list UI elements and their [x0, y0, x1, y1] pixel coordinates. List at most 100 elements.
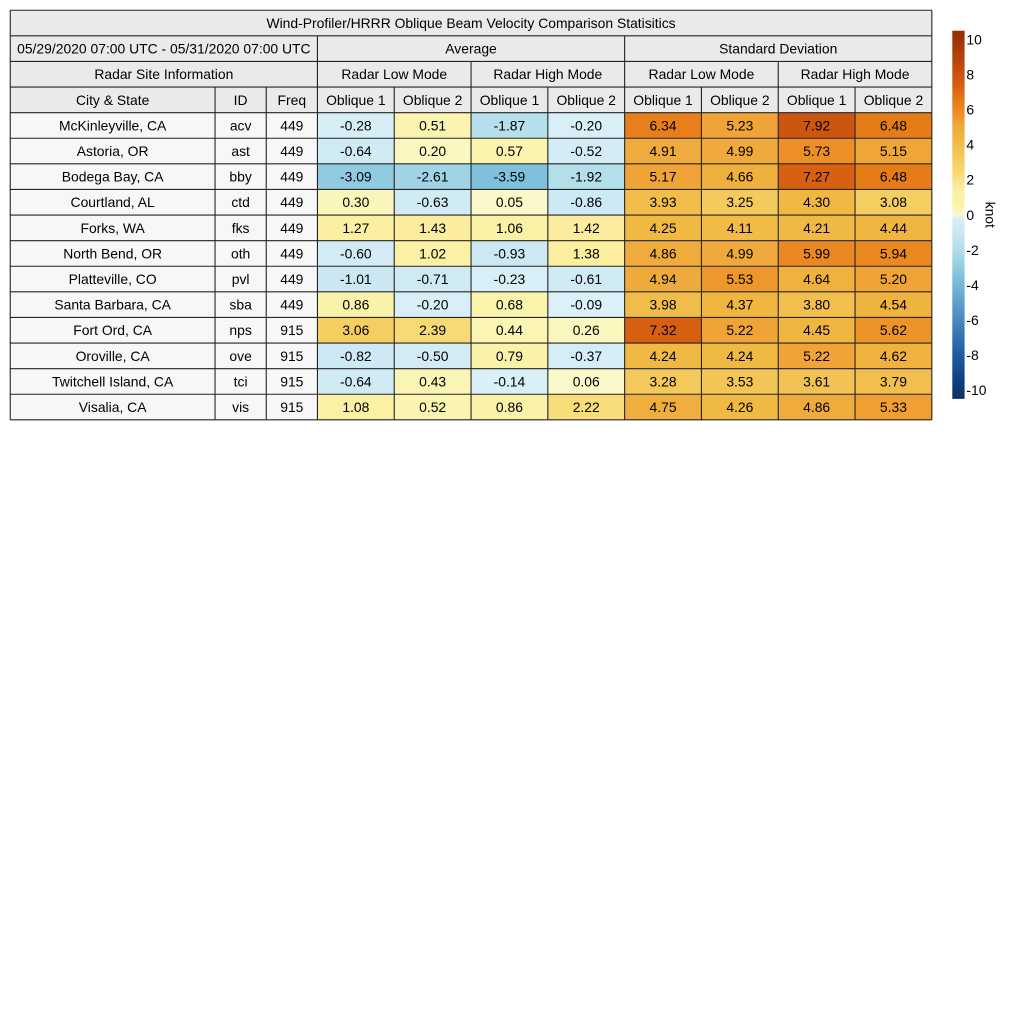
svg-text:6: 6	[966, 102, 974, 118]
svg-text:5.62: 5.62	[880, 322, 907, 338]
svg-text:1.43: 1.43	[419, 220, 446, 236]
svg-text:449: 449	[280, 169, 303, 185]
svg-text:Average: Average	[445, 41, 497, 57]
svg-text:915: 915	[280, 322, 303, 338]
svg-text:pvl: pvl	[232, 271, 250, 287]
svg-text:bby: bby	[229, 169, 251, 185]
svg-text:Standard Deviation: Standard Deviation	[719, 41, 837, 57]
svg-text:-0.60: -0.60	[340, 245, 372, 261]
svg-text:915: 915	[280, 348, 303, 364]
svg-text:10: 10	[966, 31, 982, 47]
svg-text:-0.09: -0.09	[570, 297, 602, 313]
svg-text:nps: nps	[229, 322, 251, 338]
svg-text:Platteville, CO: Platteville, CO	[69, 271, 157, 287]
svg-text:Oblique 1: Oblique 1	[326, 92, 386, 108]
svg-text:Visalia, CA: Visalia, CA	[79, 399, 147, 415]
svg-text:-0.20: -0.20	[417, 297, 449, 313]
svg-text:915: 915	[280, 373, 303, 389]
svg-text:449: 449	[280, 143, 303, 159]
svg-text:0.52: 0.52	[419, 399, 446, 415]
svg-text:5.99: 5.99	[803, 245, 830, 261]
svg-text:5.17: 5.17	[650, 169, 677, 185]
svg-text:0.79: 0.79	[496, 348, 523, 364]
svg-text:Radar Low Mode: Radar Low Mode	[341, 66, 447, 82]
svg-text:-0.63: -0.63	[417, 194, 449, 210]
svg-text:Courtland, AL: Courtland, AL	[71, 194, 155, 210]
svg-text:-0.93: -0.93	[494, 245, 526, 261]
svg-text:Wind-Profiler/HRRR Oblique Bea: Wind-Profiler/HRRR Oblique Beam Velocity…	[266, 15, 675, 31]
svg-text:5.22: 5.22	[803, 348, 830, 364]
svg-text:5.94: 5.94	[880, 245, 907, 261]
svg-text:2: 2	[966, 172, 974, 188]
svg-text:4.62: 4.62	[880, 348, 907, 364]
svg-text:Astoria, OR: Astoria, OR	[77, 143, 149, 159]
svg-text:0.06: 0.06	[573, 373, 600, 389]
svg-text:-0.20: -0.20	[570, 117, 602, 133]
svg-text:knot: knot	[983, 202, 999, 228]
svg-text:915: 915	[280, 399, 303, 415]
svg-text:Radar Site Information: Radar Site Information	[94, 66, 233, 82]
svg-text:Oblique 1: Oblique 1	[787, 92, 847, 108]
svg-text:McKinleyville, CA: McKinleyville, CA	[59, 117, 167, 133]
svg-text:ID: ID	[234, 92, 248, 108]
svg-text:-8: -8	[966, 347, 979, 363]
svg-text:3.79: 3.79	[880, 373, 907, 389]
svg-text:0.57: 0.57	[496, 143, 523, 159]
svg-text:0.86: 0.86	[342, 297, 369, 313]
svg-text:4.86: 4.86	[650, 245, 677, 261]
svg-text:0.51: 0.51	[419, 117, 446, 133]
svg-text:4.86: 4.86	[803, 399, 830, 415]
svg-text:1.42: 1.42	[573, 220, 600, 236]
svg-text:4.66: 4.66	[726, 169, 753, 185]
svg-text:449: 449	[280, 194, 303, 210]
svg-text:4.94: 4.94	[650, 271, 677, 287]
svg-text:ove: ove	[229, 348, 252, 364]
svg-text:449: 449	[280, 117, 303, 133]
svg-text:3.80: 3.80	[803, 297, 830, 313]
svg-text:0.20: 0.20	[419, 143, 446, 159]
svg-text:Freq: Freq	[278, 92, 307, 108]
svg-text:0.86: 0.86	[496, 399, 523, 415]
svg-text:4.99: 4.99	[726, 245, 753, 261]
svg-text:05/29/2020 07:00 UTC - 05/31/2: 05/29/2020 07:00 UTC - 05/31/2020 07:00 …	[17, 41, 310, 57]
svg-text:tci: tci	[234, 373, 248, 389]
svg-text:3.98: 3.98	[650, 297, 677, 313]
svg-text:0.26: 0.26	[573, 322, 600, 338]
svg-text:Twitchell Island, CA: Twitchell Island, CA	[52, 373, 174, 389]
svg-text:-3.09: -3.09	[340, 169, 372, 185]
svg-text:-0.23: -0.23	[494, 271, 526, 287]
svg-text:Oblique 2: Oblique 2	[710, 92, 770, 108]
svg-text:6.34: 6.34	[650, 117, 677, 133]
svg-text:4: 4	[966, 137, 974, 153]
svg-text:449: 449	[280, 297, 303, 313]
svg-text:Bodega Bay, CA: Bodega Bay, CA	[62, 169, 164, 185]
svg-text:1.08: 1.08	[342, 399, 369, 415]
svg-text:4.21: 4.21	[803, 220, 830, 236]
svg-text:City & State: City & State	[76, 92, 150, 108]
svg-text:1.27: 1.27	[342, 220, 369, 236]
svg-text:4.25: 4.25	[650, 220, 677, 236]
svg-text:3.61: 3.61	[803, 373, 830, 389]
svg-text:vis: vis	[232, 399, 249, 415]
svg-text:5.73: 5.73	[803, 143, 830, 159]
svg-text:-2.61: -2.61	[417, 169, 449, 185]
svg-text:6.48: 6.48	[880, 117, 907, 133]
svg-text:7.27: 7.27	[803, 169, 830, 185]
svg-text:-1.92: -1.92	[570, 169, 602, 185]
svg-text:-0.14: -0.14	[494, 373, 526, 389]
svg-text:5.20: 5.20	[880, 271, 907, 287]
svg-text:0.43: 0.43	[419, 373, 446, 389]
svg-text:4.37: 4.37	[726, 297, 753, 313]
svg-text:1.06: 1.06	[496, 220, 523, 236]
svg-text:4.64: 4.64	[803, 271, 830, 287]
svg-text:Santa Barbara, CA: Santa Barbara, CA	[54, 297, 171, 313]
svg-text:4.30: 4.30	[803, 194, 830, 210]
svg-text:fks: fks	[232, 220, 250, 236]
svg-text:Forks, WA: Forks, WA	[80, 220, 145, 236]
svg-text:7.32: 7.32	[650, 322, 677, 338]
svg-text:-0.52: -0.52	[570, 143, 602, 159]
svg-text:oth: oth	[231, 245, 250, 261]
svg-text:-0.50: -0.50	[417, 348, 449, 364]
svg-text:-0.28: -0.28	[340, 117, 372, 133]
svg-text:-1.87: -1.87	[494, 117, 526, 133]
